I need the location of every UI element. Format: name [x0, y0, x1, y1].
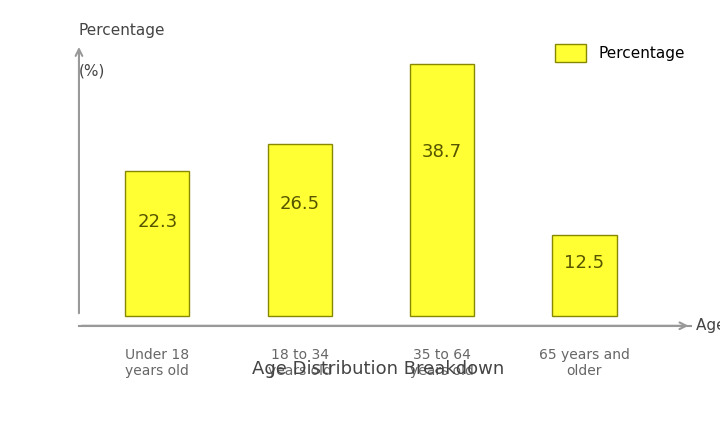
Text: Age Distribution Breakdown: Age Distribution Breakdown [252, 360, 504, 377]
Text: (%): (%) [79, 63, 105, 78]
Text: 26.5: 26.5 [279, 195, 320, 213]
Text: 22.3: 22.3 [137, 213, 177, 231]
Bar [125, 171, 189, 316]
Text: Age Groups: Age Groups [696, 318, 720, 333]
Text: Percentage: Percentage [79, 23, 166, 38]
Legend: Percentage: Percentage [549, 37, 690, 68]
Bar [552, 235, 616, 316]
Bar [268, 144, 332, 316]
Text: 38.7: 38.7 [422, 144, 462, 161]
Bar [410, 64, 474, 316]
Text: 12.5: 12.5 [564, 254, 605, 272]
